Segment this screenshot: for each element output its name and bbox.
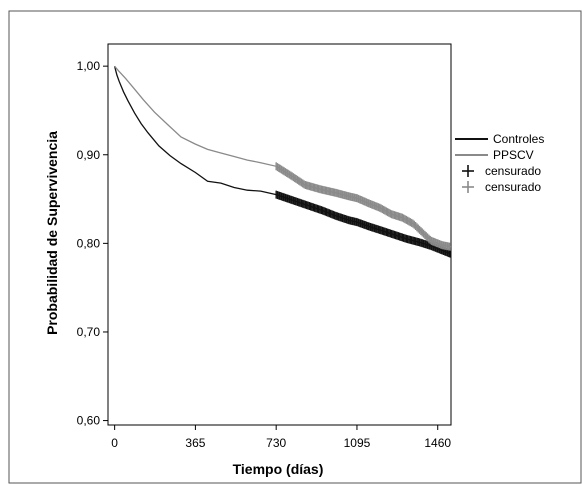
x-tick-label: 0 [111, 436, 118, 450]
x-tick-label: 1460 [424, 436, 451, 450]
x-axis-label: Tiempo (días) [233, 461, 324, 477]
y-tick-label: 0,60 [77, 414, 101, 428]
legend-label: Controles [493, 132, 544, 146]
y-axis: 0,60 0,70 0,80 0,90 1,00 [77, 59, 108, 428]
legend-label: censurado [485, 164, 541, 178]
legend-label: censurado [485, 180, 541, 194]
x-axis: 0 365 730 1095 1460 [111, 425, 451, 450]
x-tick-label: 365 [185, 436, 205, 450]
y-tick-label: 0,70 [77, 325, 101, 339]
x-tick-label: 730 [266, 436, 286, 450]
x-tick-label: 1095 [344, 436, 371, 450]
y-tick-label: 0,90 [77, 148, 101, 162]
legend-label: PPSCV [493, 148, 534, 162]
legend: Controles PPSCV censurado censurado [455, 132, 544, 194]
y-tick-label: 0,80 [77, 236, 101, 250]
curves [113, 65, 452, 258]
y-axis-label: Probabilidad de Supervivencia [44, 131, 60, 335]
y-tick-label: 1,00 [77, 59, 101, 73]
